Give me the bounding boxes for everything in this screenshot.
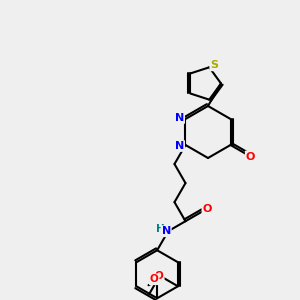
Text: O: O bbox=[155, 271, 164, 281]
Text: H: H bbox=[156, 224, 164, 234]
Text: N: N bbox=[175, 141, 184, 151]
Text: O: O bbox=[202, 204, 212, 214]
Text: N: N bbox=[175, 113, 184, 123]
Text: S: S bbox=[210, 60, 218, 70]
Text: O: O bbox=[246, 152, 255, 161]
Text: N: N bbox=[161, 226, 171, 236]
Text: O: O bbox=[150, 274, 158, 284]
